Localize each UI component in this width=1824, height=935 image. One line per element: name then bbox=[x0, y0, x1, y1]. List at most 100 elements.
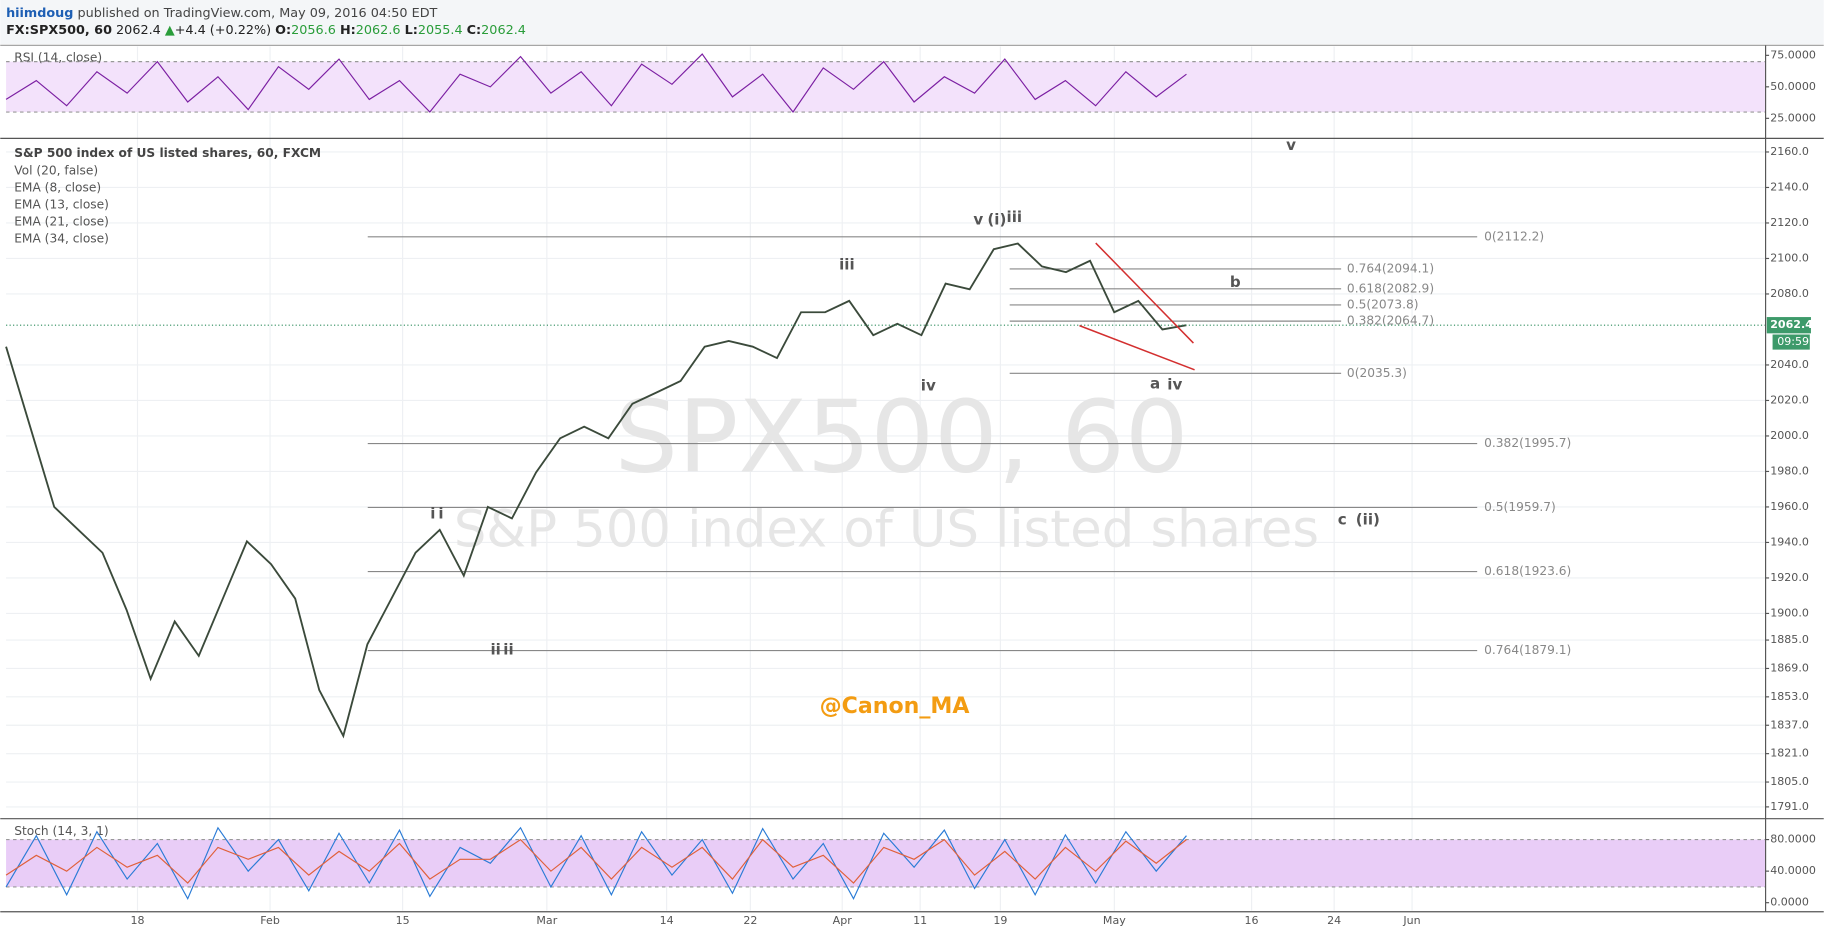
y-tick-label: 1869.0 bbox=[1770, 661, 1809, 674]
wave-label: iv bbox=[921, 377, 936, 395]
fib-label: 0.764(2094.1) bbox=[1347, 261, 1434, 275]
x-tick-label: 14 bbox=[660, 914, 674, 927]
x-tick-label: 16 bbox=[1245, 914, 1259, 927]
fib-label: 0(2035.3) bbox=[1347, 366, 1407, 380]
wave-label: a bbox=[1150, 374, 1160, 392]
series-line bbox=[5, 242, 1187, 739]
fib-label: 0.764(1879.1) bbox=[1484, 643, 1571, 657]
ohlc-value: 2055.4 bbox=[418, 23, 463, 38]
wave-label: i bbox=[438, 505, 443, 523]
y-tick-label: 50.0000 bbox=[1770, 80, 1816, 93]
y-tick-label: 1885.0 bbox=[1770, 633, 1809, 646]
wave-label: iii bbox=[1007, 208, 1023, 226]
trend-line bbox=[1079, 324, 1195, 371]
y-tick-label: 1791.0 bbox=[1770, 800, 1809, 813]
change: +4.4 (+0.22%) bbox=[175, 23, 271, 38]
wave-label: (ii) bbox=[1356, 510, 1380, 528]
y-tick-label: 25.0000 bbox=[1770, 111, 1816, 124]
fib-label: 0(2112.2) bbox=[1484, 229, 1544, 243]
indicator-legend: EMA (34, close) bbox=[14, 231, 109, 245]
author[interactable]: hiimdoug bbox=[6, 5, 73, 20]
series-line bbox=[5, 826, 1187, 901]
fib-label: 0.5(1959.7) bbox=[1484, 500, 1556, 514]
series-line bbox=[5, 838, 1187, 884]
published: published on TradingView.com, May 09, 20… bbox=[78, 5, 438, 20]
x-tick-label: 24 bbox=[1327, 914, 1341, 927]
pane-title: S&P 500 index of US listed shares, 60, F… bbox=[14, 146, 321, 160]
x-tick-label: 19 bbox=[993, 914, 1007, 927]
header-line-2: FX:SPX500, 60 2062.4 ▲+4.4 (+0.22%) O:20… bbox=[6, 23, 526, 38]
y-tick-label: 1960.0 bbox=[1770, 500, 1809, 513]
wave-label: v bbox=[1286, 136, 1296, 154]
y-tick-label: 1900.0 bbox=[1770, 606, 1809, 619]
ohlc-label: C: bbox=[467, 23, 482, 38]
up-arrow: ▲ bbox=[165, 23, 175, 38]
x-tick-label: Feb bbox=[260, 914, 280, 927]
y-tick-label: 2020.0 bbox=[1770, 393, 1809, 406]
fib-label: 0.618(1923.6) bbox=[1484, 564, 1571, 578]
x-tick-label: Jun bbox=[1402, 914, 1420, 927]
x-tick-label: 15 bbox=[396, 914, 410, 927]
y-tick-label: 2080.0 bbox=[1770, 287, 1809, 300]
y-tick-label: 1821.0 bbox=[1770, 747, 1809, 760]
last-price-box bbox=[1766, 317, 1811, 334]
last-price-label: 2062.4 bbox=[1770, 318, 1813, 331]
x-tick-label: May bbox=[1103, 914, 1126, 927]
wave-label: b bbox=[1230, 273, 1241, 291]
header-bg bbox=[0, 0, 1824, 45]
ohlc-label: L: bbox=[405, 23, 418, 38]
y-tick-label: 2120.0 bbox=[1770, 216, 1809, 229]
x-tick-label: 22 bbox=[743, 914, 757, 927]
pane-title: Stoch (14, 3, 1) bbox=[14, 824, 108, 838]
wave-label: v bbox=[973, 210, 983, 228]
chart-layer: 18 Feb 15 Mar 14 22 Apr 11 19 May 16 24 Jun 75.0000 50… bbox=[5, 46, 1816, 927]
y-tick-label: 1853.0 bbox=[1770, 690, 1809, 703]
wave-label: i bbox=[430, 505, 435, 523]
ohlc-value: 2062.4 bbox=[481, 23, 526, 38]
fib-label: 0.382(1995.7) bbox=[1484, 436, 1571, 450]
y-tick-label: 0.0000 bbox=[1770, 896, 1809, 909]
y-tick-label: 2100.0 bbox=[1770, 251, 1809, 264]
ohlc-value: 2062.6 bbox=[356, 23, 401, 38]
x-tick-label: 18 bbox=[130, 914, 144, 927]
wave-label: (i) bbox=[987, 210, 1006, 228]
y-tick-label: 1980.0 bbox=[1770, 464, 1809, 477]
ohlc-label: O: bbox=[275, 23, 291, 38]
x-tick-label: Apr bbox=[833, 914, 853, 927]
annotation: @Canon_MA bbox=[820, 693, 970, 719]
wave-label: iii bbox=[839, 256, 855, 274]
header-line-1: hiimdoug published on TradingView.com, M… bbox=[6, 5, 437, 20]
wave-label: ii bbox=[503, 641, 513, 659]
y-tick-label: 2040.0 bbox=[1770, 358, 1809, 371]
watermark-subtitle: S&P 500 index of US listed shares bbox=[454, 501, 1319, 560]
fib-label: 0.618(2082.9) bbox=[1347, 281, 1434, 295]
y-tick-label: 1805.0 bbox=[1770, 775, 1809, 788]
y-tick-label: 40.0000 bbox=[1770, 864, 1816, 877]
ohlc-value: 2056.6 bbox=[291, 23, 336, 38]
countdown: 09:59 bbox=[1777, 335, 1809, 348]
y-tick-label: 1940.0 bbox=[1770, 535, 1809, 548]
x-tick-label: Mar bbox=[536, 914, 557, 927]
x-tick-label: 11 bbox=[913, 914, 927, 927]
trend-line bbox=[1095, 242, 1194, 344]
y-tick-label: 1920.0 bbox=[1770, 571, 1809, 584]
y-tick-label: 2140.0 bbox=[1770, 180, 1809, 193]
band bbox=[6, 61, 1766, 113]
indicator-legend: Vol (20, false) bbox=[14, 163, 98, 177]
fib-label: 0.5(2073.8) bbox=[1347, 297, 1419, 311]
series-line bbox=[5, 53, 1187, 113]
watermark: SPX500, 60 bbox=[615, 379, 1189, 496]
indicator-legend: EMA (21, close) bbox=[14, 214, 109, 228]
y-tick-label: 2160.0 bbox=[1770, 145, 1809, 158]
indicator-legend: EMA (13, close) bbox=[14, 197, 109, 211]
countdown-box bbox=[1772, 334, 1810, 350]
y-tick-label: 75.0000 bbox=[1770, 48, 1816, 61]
wave-label: iv bbox=[1167, 375, 1182, 393]
last: 2062.4 bbox=[116, 23, 161, 38]
band bbox=[6, 839, 1766, 887]
ohlc-label: H: bbox=[340, 23, 356, 38]
wave-label: ii bbox=[490, 641, 500, 659]
symbol: FX:SPX500, 60 bbox=[6, 23, 112, 38]
